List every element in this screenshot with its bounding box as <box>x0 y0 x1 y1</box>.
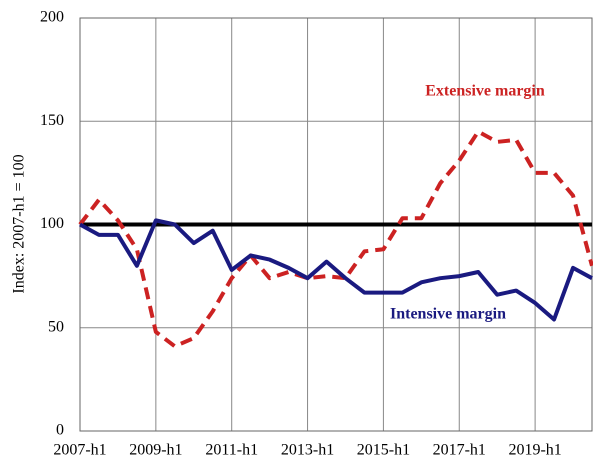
x-tick-label: 2013-h1 <box>281 442 334 459</box>
x-tick-label: 2009-h1 <box>129 442 182 459</box>
x-tick-label: 2007-h1 <box>53 442 106 459</box>
series-line <box>78 129 593 349</box>
y-axis-label: Index: 2007-h1 = 100 <box>11 154 28 293</box>
y-tick-label: 200 <box>40 9 64 26</box>
y-tick-label: 100 <box>40 215 64 232</box>
y-tick-label: 50 <box>48 318 64 335</box>
series-label: Intensive margin <box>390 306 506 323</box>
x-tick-label: 2019-h1 <box>508 442 561 459</box>
series-line <box>79 218 593 322</box>
y-tick-label: 150 <box>40 112 64 129</box>
x-tick-label: 2015-h1 <box>357 442 410 459</box>
y-tick-label: 0 <box>56 422 64 439</box>
series-label: Extensive margin <box>425 83 545 100</box>
x-tick-label: 2011-h1 <box>205 442 258 459</box>
x-tick-label: 2017-h1 <box>433 442 486 459</box>
